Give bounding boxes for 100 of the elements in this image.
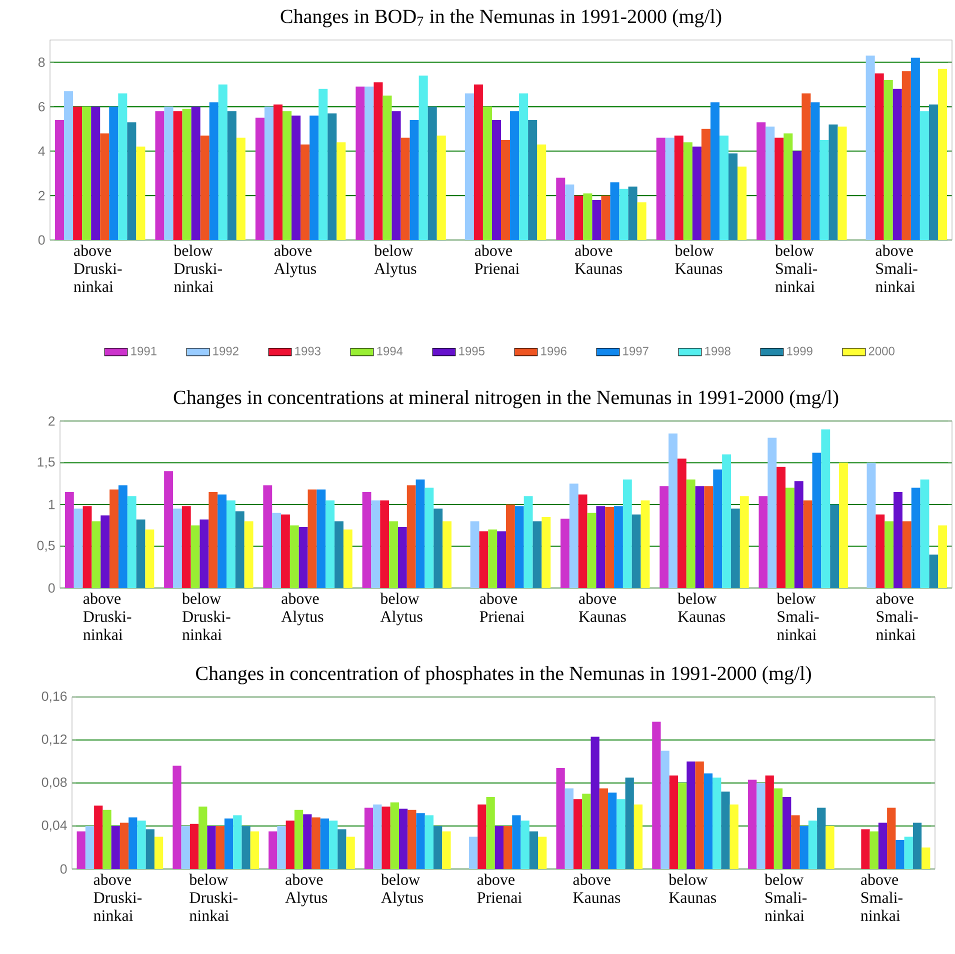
bar <box>817 808 826 870</box>
bar <box>136 520 146 588</box>
bar <box>82 506 92 588</box>
bar <box>730 508 740 588</box>
bar <box>328 113 337 240</box>
bar <box>416 479 425 588</box>
bar <box>100 133 110 240</box>
bar <box>292 116 301 240</box>
x-tick-label: above Druski-ninkai <box>74 244 122 292</box>
bar <box>392 111 401 240</box>
bar <box>784 133 793 240</box>
bar <box>774 788 783 870</box>
y-tick-label: 2 <box>48 416 55 426</box>
bar <box>74 508 83 588</box>
bar <box>308 489 317 588</box>
bar <box>128 817 138 870</box>
bar <box>182 506 191 588</box>
bar <box>766 126 775 240</box>
bar <box>929 554 938 588</box>
legend-label: 2000 <box>868 346 894 356</box>
bar <box>608 792 617 870</box>
bar <box>442 831 451 870</box>
legend-label: 1992 <box>213 346 238 356</box>
legend-label: 1994 <box>377 346 403 356</box>
bar <box>94 806 103 870</box>
bar <box>382 96 392 240</box>
bar <box>634 804 643 870</box>
bar <box>224 818 234 870</box>
bar <box>640 500 650 588</box>
bar <box>712 778 722 870</box>
bar <box>303 814 312 870</box>
x-tick-label: above Prienai <box>480 592 524 622</box>
bar <box>878 822 888 870</box>
bar <box>866 56 875 240</box>
bar <box>730 804 738 870</box>
bar <box>497 531 506 588</box>
x-tick-label: above Smali-ninkai <box>876 244 918 292</box>
legend-label: 1993 <box>295 346 320 356</box>
bar <box>482 106 492 240</box>
bar <box>808 820 818 870</box>
bar <box>127 496 136 588</box>
bar <box>398 527 407 588</box>
bar <box>838 126 847 240</box>
bar <box>172 766 182 870</box>
bar <box>803 500 812 588</box>
bar <box>774 138 784 240</box>
x-tick-label: below Druski-ninkai <box>189 874 238 921</box>
bar <box>400 138 410 240</box>
bar <box>542 517 551 588</box>
bar <box>164 471 173 588</box>
bar <box>428 106 437 240</box>
bar <box>181 826 190 870</box>
bar <box>660 750 670 870</box>
bar <box>669 775 678 870</box>
x-tick-label: below Smali-ninkai <box>775 244 818 292</box>
bar <box>514 506 524 588</box>
y-tick-label: 0 <box>48 583 55 593</box>
x-tick-label: above Smali-ninkai <box>876 592 918 640</box>
bar <box>820 140 829 240</box>
bar <box>674 136 684 240</box>
bar <box>227 111 236 240</box>
chart-title: Changes in BOD$_{7}$ in the Nemunas in 1991-2000 (mg/l) <box>280 9 722 28</box>
bar <box>569 484 578 588</box>
bar <box>146 829 154 870</box>
bar <box>364 86 374 240</box>
bar <box>738 166 747 240</box>
y-tick-label: 0,12 <box>42 734 67 746</box>
bar <box>294 810 304 870</box>
bar <box>728 153 738 240</box>
bar <box>218 494 227 588</box>
bar <box>263 485 272 588</box>
bar <box>109 106 118 240</box>
bar <box>492 120 502 240</box>
bar <box>802 93 811 240</box>
bar <box>207 826 216 870</box>
bar <box>488 530 498 588</box>
bar <box>826 826 834 870</box>
legend-label: 1999 <box>787 346 812 356</box>
bar <box>896 840 904 870</box>
bar <box>578 494 588 588</box>
x-tick-label: above Kaunas <box>578 592 626 622</box>
bar <box>902 71 911 240</box>
bar <box>722 454 731 588</box>
bar <box>250 831 259 870</box>
bar <box>601 196 610 240</box>
bar <box>364 808 374 870</box>
bar <box>740 496 749 588</box>
bar <box>529 831 538 870</box>
bar <box>298 527 308 588</box>
legend-label: 1991 <box>131 346 156 356</box>
x-tick-label: above Kaunas <box>575 244 622 274</box>
y-tick-label: 0,04 <box>42 820 67 832</box>
x-tick-label: above Prienai <box>477 874 522 903</box>
y-tick-label: 4 <box>38 146 45 156</box>
bar <box>920 479 930 588</box>
legend-label: 1997 <box>623 346 648 356</box>
bar <box>668 434 678 588</box>
bar <box>424 488 434 588</box>
bar <box>782 796 792 870</box>
bar <box>892 88 902 240</box>
